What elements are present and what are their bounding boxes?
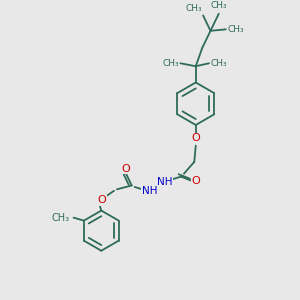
Text: CH₃: CH₃ bbox=[52, 213, 70, 223]
Text: CH₃: CH₃ bbox=[227, 25, 244, 34]
Text: CH₃: CH₃ bbox=[211, 59, 227, 68]
Text: O: O bbox=[97, 195, 106, 205]
Text: NH: NH bbox=[157, 177, 172, 187]
Text: O: O bbox=[122, 164, 130, 174]
Text: NH: NH bbox=[142, 186, 157, 197]
Text: CH₃: CH₃ bbox=[185, 4, 202, 13]
Text: CH₃: CH₃ bbox=[162, 59, 179, 68]
Text: O: O bbox=[191, 133, 200, 143]
Text: O: O bbox=[191, 176, 200, 186]
Text: CH₃: CH₃ bbox=[211, 1, 227, 10]
